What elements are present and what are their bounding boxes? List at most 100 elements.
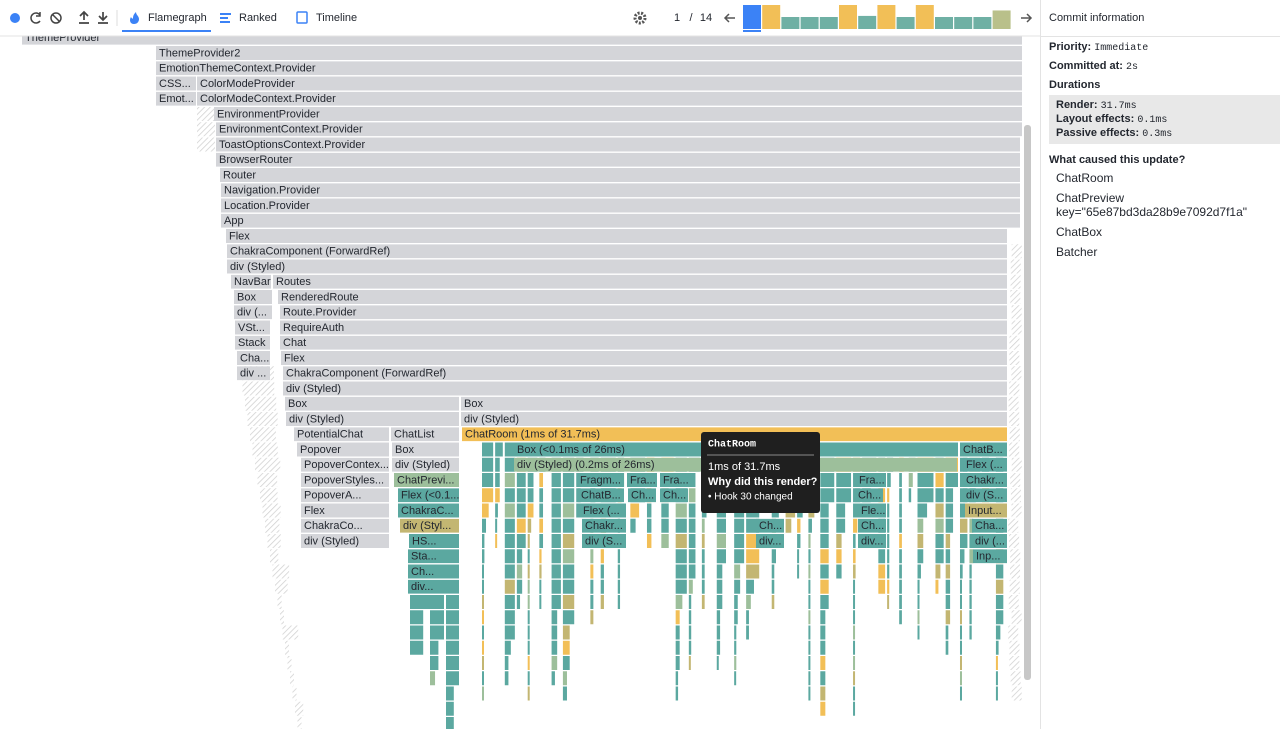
flame-node[interactable]: div... <box>408 579 459 594</box>
commit-bar[interactable] <box>800 17 819 29</box>
flame-node[interactable]: Popover <box>297 442 389 457</box>
reload-button[interactable] <box>30 12 41 24</box>
flame-node[interactable]: Fragm... <box>577 473 624 487</box>
flame-node[interactable]: Box <box>392 442 459 457</box>
next-commit-button[interactable] <box>1021 13 1033 23</box>
flame-node[interactable]: Router <box>220 168 1020 182</box>
flame-node[interactable]: ThemeProvider2 <box>156 46 1022 60</box>
flame-node[interactable]: Fra... <box>856 473 886 487</box>
flame-node[interactable]: div (Styled) <box>301 534 389 548</box>
flame-node[interactable]: div (Styled) <box>227 259 1007 274</box>
flame-node[interactable]: Box <box>285 396 459 411</box>
flame-node[interactable]: Flex <box>301 503 389 518</box>
flame-node[interactable]: Box <box>234 290 272 304</box>
flame-node[interactable]: NavBar <box>231 274 271 289</box>
flame-node[interactable]: Inp... <box>973 549 1007 564</box>
flame-node[interactable]: div ... <box>237 366 270 381</box>
commit-bar[interactable] <box>935 17 953 29</box>
commit-bar[interactable] <box>839 5 857 29</box>
flame-node[interactable]: EmotionThemeContext.Provider <box>156 61 1022 76</box>
flame-node[interactable]: HS... <box>409 534 459 548</box>
cause[interactable]: Batcher <box>1056 245 1098 259</box>
flame-node[interactable]: Cha... <box>237 351 270 365</box>
cause[interactable]: ChatPreview key="65e87bd3da28b9e7092d7f1… <box>1056 191 1248 219</box>
flame-node[interactable]: RequireAuth <box>280 320 1007 335</box>
settings-button[interactable] <box>633 11 647 25</box>
flame-node[interactable]: Cha... <box>972 518 1007 533</box>
commit-bar[interactable] <box>819 17 838 29</box>
flame-node[interactable]: Flex (... <box>963 457 1007 472</box>
flame-node[interactable]: App <box>221 213 1020 228</box>
commit-bar[interactable] <box>954 17 973 29</box>
flame-node[interactable]: ToastOptionsContext.Provider <box>216 137 1020 152</box>
flame-node[interactable]: Flex (<0.1... <box>398 488 459 503</box>
save-button[interactable] <box>98 12 108 24</box>
flame-node[interactable]: div (... <box>972 534 1007 548</box>
flame-node[interactable]: ChakraComponent (ForwardRef) <box>227 244 1007 259</box>
scrollbar[interactable] <box>1024 125 1031 680</box>
flame-node[interactable]: ChakraComponent (ForwardRef) <box>283 366 1007 381</box>
flame-node[interactable]: Ch... <box>858 518 886 533</box>
flame-node[interactable]: Fle... <box>858 503 886 518</box>
flame-node[interactable]: Flex (... <box>580 503 626 518</box>
flame-node[interactable]: PotentialChat <box>294 427 389 442</box>
flame-node[interactable]: ChatList <box>391 427 459 442</box>
flame-node[interactable]: div (Styled) <box>286 412 459 426</box>
flame-node[interactable]: CSS... <box>156 76 196 91</box>
flame-node[interactable]: ChakraC... <box>398 503 459 518</box>
flame-node[interactable]: ChatB... <box>578 488 624 503</box>
flame-node[interactable]: PopoverA... <box>301 488 389 503</box>
flame-node[interactable]: div (S... <box>582 534 626 548</box>
commit-bar[interactable] <box>992 10 1011 30</box>
load-button[interactable] <box>79 10 89 24</box>
flame-node[interactable]: Location.Provider <box>221 198 1020 213</box>
flame-node[interactable]: Ch... <box>855 488 883 503</box>
flame-node[interactable]: div... <box>858 534 886 548</box>
flame-node[interactable]: Fra... <box>627 473 657 487</box>
flame-node[interactable]: Ch... <box>756 518 784 533</box>
flame-node[interactable]: Flex <box>226 229 1007 243</box>
flame-node[interactable]: Flex <box>281 351 1007 365</box>
flame-node[interactable]: Sta... <box>408 549 459 564</box>
flame-node[interactable]: div (Styled) <box>392 457 459 472</box>
flame-node[interactable]: div... <box>756 534 784 548</box>
flame-node[interactable]: div (... <box>234 305 272 320</box>
flame-node[interactable]: Chat <box>280 335 1007 350</box>
flame-node[interactable]: BrowserRouter <box>216 152 1020 167</box>
flame-node[interactable]: div (Styled) <box>283 381 1007 396</box>
flame-node[interactable]: div (Styl... <box>400 518 459 533</box>
flame-node[interactable]: EnvironmentContext.Provider <box>216 122 1022 137</box>
flame-node[interactable]: Chakr... <box>582 518 626 533</box>
prev-commit-button[interactable] <box>723 13 735 23</box>
clear-button[interactable] <box>50 12 62 24</box>
flame-node[interactable]: ChatPrevi... <box>394 473 459 487</box>
flame-node[interactable]: ColorModeProvider <box>197 76 1022 91</box>
record-button[interactable] <box>10 13 20 23</box>
flame-node[interactable]: ColorModeContext.Provider <box>197 91 1022 106</box>
commit-bar[interactable] <box>896 17 915 29</box>
flame-node[interactable]: Emot... <box>156 91 196 106</box>
commit-bar[interactable] <box>915 5 934 29</box>
flame-node[interactable]: Navigation.Provider <box>221 183 1020 198</box>
flame-node[interactable]: RenderedRoute <box>278 290 1007 304</box>
cause[interactable]: ChatRoom <box>1056 171 1114 185</box>
flame-node[interactable]: Input... <box>965 503 1007 518</box>
cause[interactable]: ChatBox <box>1056 225 1103 239</box>
flame-node[interactable]: Routes <box>273 274 1007 289</box>
flame-node[interactable]: VSt... <box>235 320 270 335</box>
commit-bar[interactable] <box>973 17 992 29</box>
commit-bar[interactable] <box>877 5 896 29</box>
flame-node[interactable]: Ch... <box>660 488 688 503</box>
flame-node[interactable]: EnvironmentProvider <box>214 107 1022 121</box>
tab[interactable]: Timeline <box>316 12 357 24</box>
flame-node[interactable]: PopoverStyles... <box>301 473 389 487</box>
commit-bar[interactable] <box>743 5 761 29</box>
commit-bar[interactable] <box>762 5 781 29</box>
tab[interactable]: Ranked <box>239 12 277 24</box>
commit-bar[interactable] <box>858 15 877 29</box>
flame-node[interactable]: Route.Provider <box>280 305 1007 320</box>
tab[interactable]: Flamegraph <box>148 12 207 24</box>
flame-node[interactable]: Chakr... <box>963 473 1007 487</box>
flame-node[interactable]: Stack <box>235 335 270 350</box>
flame-node[interactable]: ChakraCo... <box>301 518 389 533</box>
